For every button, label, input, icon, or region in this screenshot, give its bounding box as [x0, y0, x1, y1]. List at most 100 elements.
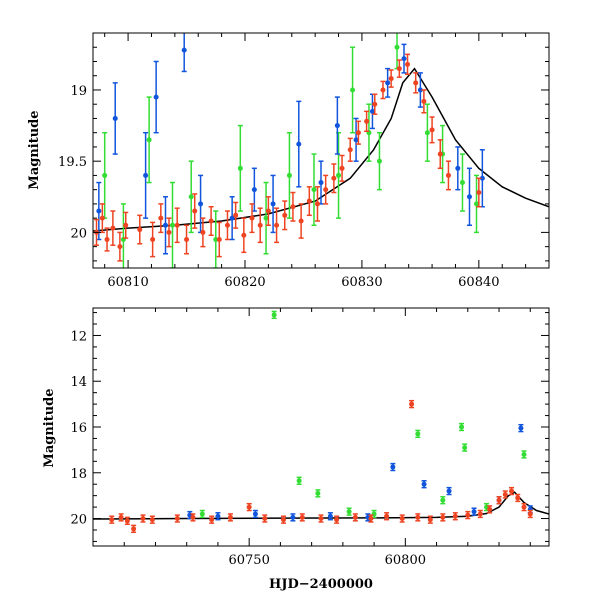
top-red-point	[117, 244, 123, 250]
bottom-red-point	[515, 495, 521, 501]
top-blue-point	[96, 208, 102, 214]
top-red-point	[208, 218, 214, 224]
bottom-model-curve	[93, 491, 549, 520]
top-red-point	[110, 225, 116, 231]
top-green-point	[459, 180, 465, 186]
bottom-red-point	[318, 516, 324, 522]
top-panel-frame	[92, 32, 550, 269]
bottom-y-tick-label: 12	[70, 329, 87, 344]
top-red-point	[192, 208, 198, 214]
top-red-point	[347, 147, 353, 153]
bottom-red-point	[427, 517, 433, 523]
top-y-tick-label: 19	[70, 84, 87, 99]
bottom-red-point	[299, 514, 305, 520]
bottom-green-point	[440, 497, 446, 503]
top-green-point	[424, 130, 430, 136]
bottom-blue-point	[290, 514, 296, 520]
bottom-blue-point	[518, 425, 524, 431]
bottom-red-point	[352, 514, 358, 520]
bottom-blue-point	[471, 509, 477, 515]
bottom-red-point	[262, 516, 268, 522]
top-red-point	[429, 127, 435, 133]
bottom-red-point	[124, 518, 130, 524]
top-red-point	[445, 172, 451, 178]
bottom-red-point	[509, 488, 515, 494]
top-panel-x-ticks: 60810 60820 60830 60840	[104, 33, 550, 290]
top-red-point	[372, 101, 378, 107]
top-blue-point	[455, 165, 461, 171]
top-blue-point	[162, 222, 168, 228]
bottom-panel-frame	[92, 307, 550, 547]
top-blue-point	[385, 80, 391, 86]
top-blue-point	[153, 94, 159, 100]
bottom-green-point	[315, 490, 321, 496]
bottom-green-point	[415, 431, 421, 437]
bottom-red-point	[149, 517, 155, 523]
top-red-point	[380, 87, 386, 93]
bottom-y-tick-label: 18	[70, 467, 87, 482]
top-green-point	[474, 201, 480, 207]
top-red-point	[224, 222, 230, 228]
bottom-green-point	[462, 445, 468, 451]
top-red-point	[274, 222, 280, 228]
bottom-panel-marks	[93, 310, 549, 534]
bottom-panel-x-ticks: 60750 60800	[92, 308, 531, 568]
top-blue-point	[229, 215, 235, 221]
bottom-panel-y-axis-label: Magnitude	[42, 388, 57, 467]
top-red-point	[323, 187, 329, 193]
top-red-point	[282, 212, 288, 218]
top-blue-point	[466, 194, 472, 200]
top-red-point	[413, 80, 419, 86]
top-blue-point	[251, 187, 257, 193]
top-green-point	[146, 137, 152, 143]
top-blue-point	[369, 108, 375, 114]
top-red-point	[233, 212, 239, 218]
top-blue-point	[181, 47, 187, 53]
top-x-tick-label: 60840	[458, 275, 499, 290]
top-model-curve	[93, 67, 549, 232]
bottom-green-point	[271, 312, 277, 318]
top-red-point	[200, 229, 206, 235]
top-red-point	[388, 76, 394, 82]
bottom-red-point	[118, 514, 124, 520]
bottom-x-tick-label: 60800	[385, 553, 426, 568]
top-blue-point	[143, 172, 149, 178]
bottom-red-point	[140, 516, 146, 522]
top-green-point	[376, 158, 382, 164]
top-y-tick-label: 19.5	[58, 155, 87, 170]
bottom-blue-point	[421, 481, 427, 487]
top-x-tick-label: 60820	[224, 275, 265, 290]
bottom-y-tick-label: 20	[70, 513, 87, 528]
top-green-point	[237, 165, 243, 171]
bottom-red-point	[384, 513, 390, 519]
bottom-green-point	[296, 478, 302, 484]
bottom-blue-point	[215, 513, 221, 519]
top-red-point	[99, 215, 105, 221]
top-blue-point	[270, 201, 276, 207]
bottom-y-tick-label: 16	[70, 421, 87, 436]
top-blue-point	[318, 180, 324, 186]
top-blue-point	[198, 201, 204, 207]
top-red-point	[396, 66, 402, 72]
top-blue-point	[479, 175, 485, 181]
bottom-red-point	[521, 504, 527, 510]
top-red-point	[339, 165, 345, 171]
top-x-tick-label: 60830	[341, 275, 382, 290]
top-x-tick-label: 60810	[107, 275, 148, 290]
top-blue-point	[417, 87, 423, 93]
top-red-point	[405, 61, 411, 67]
top-y-tick-label: 20	[70, 226, 87, 241]
top-green-point	[188, 194, 194, 200]
top-green-point	[102, 172, 108, 178]
bottom-red-point	[209, 517, 215, 523]
top-panel-light-curve: 60810 60820 60830 60840 19 19.5 20 Magnitude	[27, 32, 550, 290]
bottom-red-point	[334, 517, 340, 523]
top-green-point	[213, 237, 219, 243]
top-blue-point	[401, 56, 407, 62]
bottom-red-point	[527, 511, 533, 517]
bottom-red-point	[465, 512, 471, 518]
bottom-red-point	[496, 497, 502, 503]
top-red-point	[137, 227, 143, 233]
bottom-blue-point	[327, 513, 333, 519]
